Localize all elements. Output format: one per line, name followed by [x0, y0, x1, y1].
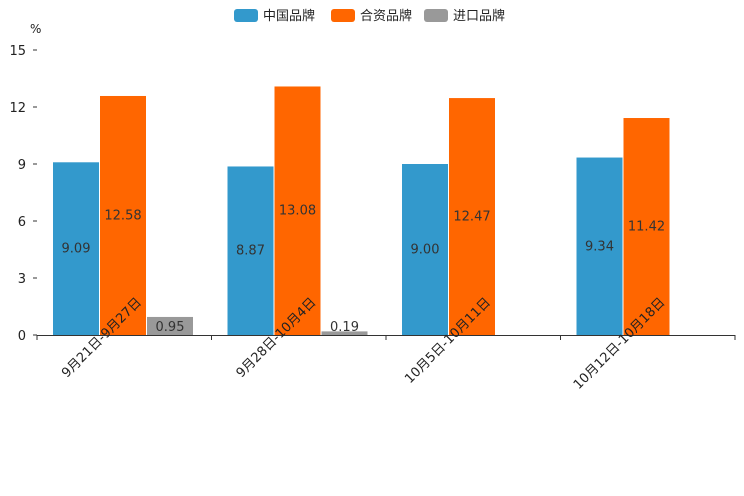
y-unit-label: % — [30, 22, 41, 36]
bar — [147, 316, 193, 335]
y-tick-label: 15 — [9, 44, 26, 59]
bar — [321, 331, 368, 335]
data-label: 9.09 — [62, 242, 91, 257]
data-label: 9.00 — [411, 243, 440, 258]
bar — [623, 118, 670, 336]
legend: 中国品牌 合资品牌 进口品牌 — [234, 8, 505, 24]
legend-swatch — [331, 9, 355, 22]
bars — [53, 86, 670, 336]
legend-item[interactable]: 中国品牌 — [234, 8, 315, 24]
legend-label: 进口品牌 — [453, 8, 505, 24]
bar — [53, 162, 99, 335]
legend-swatch — [424, 9, 448, 22]
bar — [274, 86, 321, 335]
legend-swatch — [234, 9, 258, 22]
data-label: 12.58 — [104, 208, 141, 223]
legend-item[interactable]: 进口品牌 — [424, 8, 505, 24]
y-tick-label: 6 — [18, 215, 26, 230]
y-tick-label: 12 — [9, 101, 26, 116]
y-axis: 0 3 6 9 12 15 — [9, 44, 37, 344]
data-label: 0.95 — [156, 320, 185, 335]
y-tick-label: 3 — [18, 272, 26, 287]
data-label: 0.19 — [330, 320, 359, 335]
bar — [576, 157, 623, 335]
data-label: 13.08 — [279, 204, 316, 219]
data-label: 9.34 — [585, 239, 614, 254]
legend-label: 中国品牌 — [263, 8, 315, 24]
data-labels: 9.09 12.58 0.95 8.87 13.08 0.19 9.00 12.47 9.34 1… — [62, 204, 666, 335]
data-label: 11.42 — [628, 220, 665, 235]
data-label: 12.47 — [453, 210, 490, 225]
legend-item[interactable]: 合资品牌 — [331, 8, 412, 24]
bar — [227, 166, 274, 335]
y-tick-label: 9 — [18, 158, 26, 173]
data-label: 8.87 — [236, 244, 265, 259]
bar — [402, 164, 448, 335]
bar — [449, 98, 495, 335]
bar — [100, 95, 146, 335]
legend-label: 合资品牌 — [360, 8, 412, 24]
y-tick-label: 0 — [18, 329, 26, 344]
